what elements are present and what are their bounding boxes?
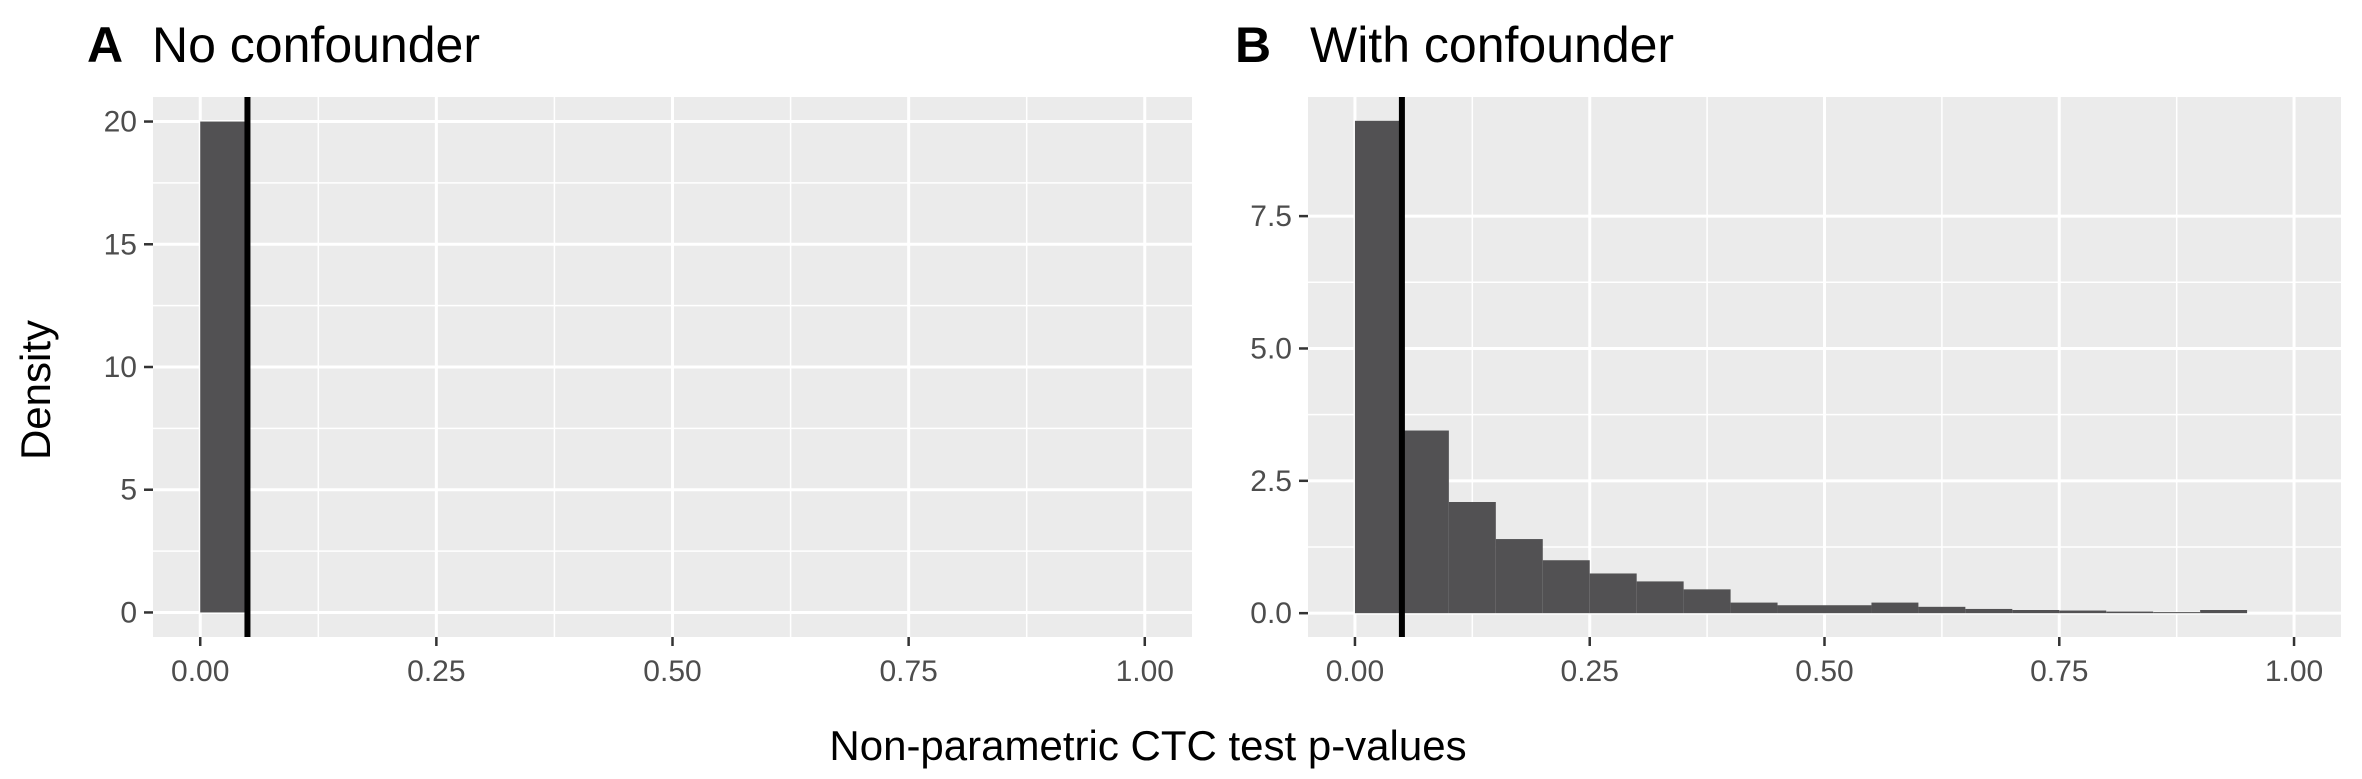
y-tick-label: 0 [120,596,137,629]
histogram-bar [1636,581,1684,614]
x-tick-label: 1.00 [2265,655,2323,688]
y-tick-label: 15 [104,228,137,261]
x-tick-label: 0.75 [879,655,937,688]
x-axis-title: Non-parametric CTC test p-values [829,722,1466,769]
histogram-bar [1354,120,1402,614]
x-tick-label: 0.50 [643,655,701,688]
x-tick-label: 0.25 [407,655,465,688]
histogram-bar [2106,611,2154,614]
histogram-bar [1777,605,1825,614]
y-tick-label: 10 [104,351,137,384]
histogram-bar [2153,612,2201,614]
histogram-bar [1542,560,1590,614]
histogram-bar [1918,606,1966,614]
panel-b: 0.0 2.5 5.0 7.5 0.00 0.25 0.50 0.75 1.00 B With co… [1235,17,2341,688]
histogram-bar [1495,539,1543,614]
panel-tag: A [87,17,123,73]
histogram-bar [1683,589,1731,614]
histogram-bar [1589,573,1637,614]
histogram-bar [2200,610,2248,614]
histogram-bar [200,121,248,613]
panel-tag: B [1235,17,1271,73]
panel-a: 0 5 10 15 20 0.00 0.25 0.50 0.75 1.00 A No confound… [87,17,1192,688]
x-tick-label: 0.50 [1795,655,1853,688]
histogram-bar [2059,610,2107,614]
x-tick-label: 0.00 [171,655,229,688]
y-tick-label: 5 [120,474,137,507]
x-tick-label: 1.00 [1116,655,1174,688]
histogram-bar [1965,608,2013,614]
histogram-bar [1401,430,1449,614]
histogram-bar [1824,605,1872,614]
histogram-bar [1448,502,1496,614]
x-tick-label: 0.00 [1326,655,1384,688]
y-tick-label: 0.0 [1250,597,1292,630]
panel-title: With confounder [1310,17,1674,73]
y-tick-label: 7.5 [1250,200,1292,233]
y-tick-label: 5.0 [1250,332,1292,365]
histogram-bar [1730,602,1778,614]
histogram-bar [2012,610,2060,614]
x-tick-label: 0.75 [2030,655,2088,688]
panel-title: No confounder [152,17,480,73]
x-tick-label: 0.25 [1561,655,1619,688]
y-axis-title: Density [12,320,59,460]
y-tick-label: 2.5 [1250,465,1292,498]
histogram-bar [1871,602,1919,614]
y-tick-label: 20 [104,106,137,139]
